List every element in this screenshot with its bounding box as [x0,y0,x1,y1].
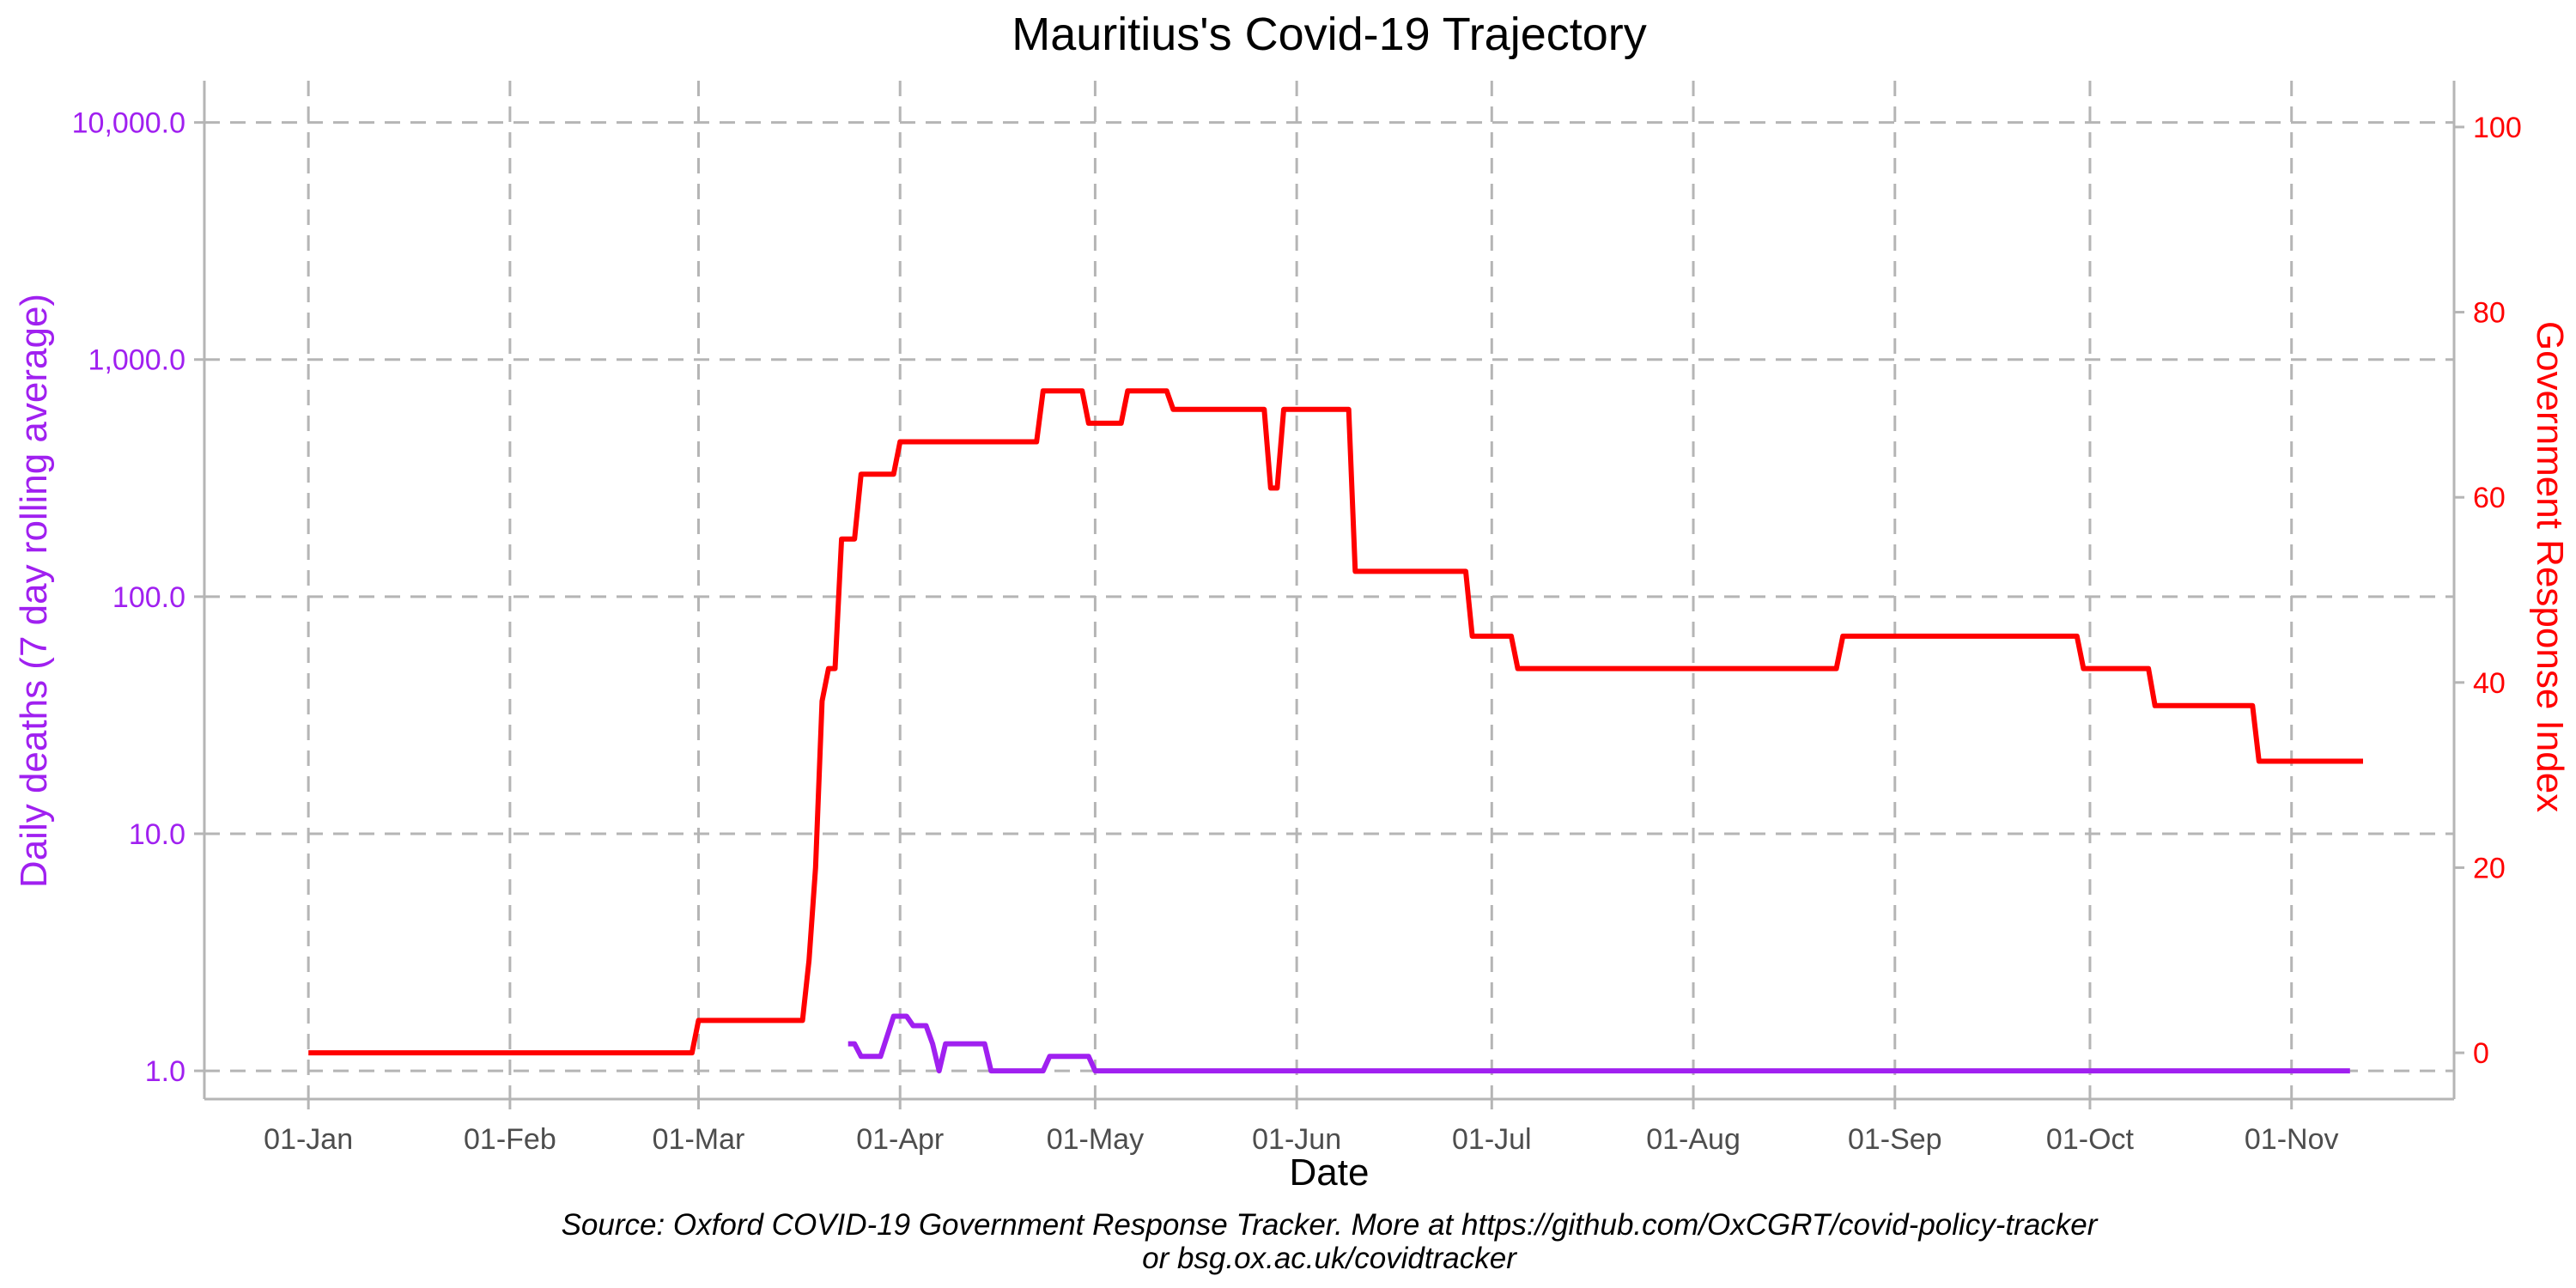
source-caption-line2: or bsg.ox.ac.uk/covidtracker [1142,1242,1517,1275]
label-layer: Mauritius's Covid-19 Trajectory Date Dai… [13,9,2571,1275]
x-tick-label: 01-Feb [464,1123,556,1156]
response-index-series-line [308,388,2363,1056]
x-tick-label: 01-Nov [2245,1123,2339,1156]
y-right-tick-label: 0 [2473,1037,2489,1070]
grid-layer [204,81,2454,1099]
y-right-tick-label: 20 [2473,852,2506,884]
x-tick-label: 01-May [1047,1123,1144,1156]
y-left-tick-label: 1.0 [145,1055,185,1088]
x-tick-label: 01-Jul [1452,1123,1532,1156]
y-right-tick-label: 80 [2473,297,2506,330]
x-tick-label: 01-Jun [1252,1123,1341,1156]
y-right-tick-label: 100 [2473,112,2522,144]
series-layer [308,388,2363,1074]
x-tick-label: 01-Apr [856,1123,944,1156]
y-axis-right-title: Government Response Index [2529,321,2571,812]
x-tick-label: 01-Sep [1848,1123,1942,1156]
x-axis-title: Date [1290,1151,1370,1194]
x-tick-label: 01-Aug [1646,1123,1741,1156]
x-tick-label: 01-Mar [653,1123,745,1156]
chart-title: Mauritius's Covid-19 Trajectory [1012,9,1647,60]
source-caption-line1: Source: Oxford COVID-19 Government Respo… [562,1208,2099,1242]
y-left-tick-label: 10,000.0 [72,107,185,140]
x-tick-label: 01-Jan [264,1123,353,1156]
axis-layer [194,81,2464,1109]
deaths-series-line [848,1013,2350,1074]
y-left-tick-label: 100.0 [112,581,185,614]
y-right-tick-label: 60 [2473,482,2506,514]
y-right-tick-label: 40 [2473,667,2506,700]
y-left-tick-label: 1,000.0 [88,344,185,377]
x-tick-label: 01-Oct [2046,1123,2135,1156]
y-left-tick-label: 10.0 [129,818,185,851]
y-axis-left-title: Daily deaths (7 day rolling average) [13,294,55,888]
